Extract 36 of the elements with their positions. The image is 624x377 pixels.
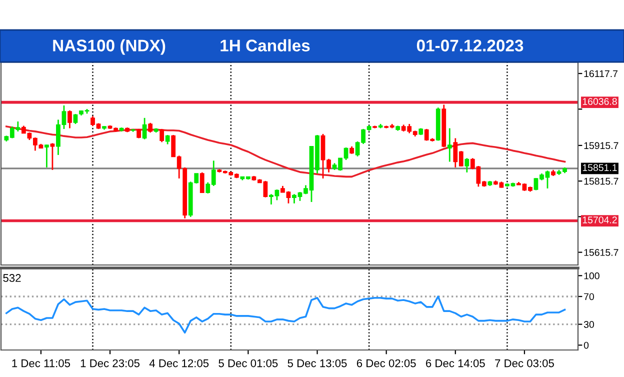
ref-line-label: 15851.1 (582, 164, 617, 172)
y-tick-label: 70 (584, 293, 594, 300)
candlestick (50, 142, 55, 171)
y-tick-label: 15615.7 (584, 249, 618, 256)
candlestick (73, 113, 78, 125)
line-series (6, 126, 566, 178)
candlestick (464, 157, 470, 174)
candlestick (160, 128, 164, 143)
ref-line-label: 16036.8 (582, 98, 617, 105)
y-tick-label: 0 (584, 342, 589, 349)
x-tick-label: 4 Dec 12:05 (149, 359, 209, 368)
candlestick (200, 172, 204, 194)
candlestick (447, 128, 452, 162)
candlestick (142, 117, 147, 140)
y-tick-label: 15915.7 (584, 142, 618, 150)
text: 01-07.12.2023 (416, 40, 524, 52)
candlestick (165, 134, 170, 145)
candlestick (68, 110, 72, 129)
candlestick (44, 144, 49, 168)
x-tick-label: 1 Dec 23:05 (80, 359, 140, 368)
x-tick-label: 5 Dec 01:05 (218, 359, 278, 368)
ref-line-label: 15704.2 (582, 216, 617, 224)
candlestick (148, 122, 153, 134)
chart-title: NAS100 (NDX) (53, 39, 166, 55)
line-series (6, 296, 566, 334)
x-tick-label: 5 Dec 13:05 (288, 359, 347, 368)
y-tick-label: 30 (584, 321, 594, 328)
y-tick-label: 15815.7 (584, 178, 618, 185)
x-tick-label: 1 Dec 11:05 (12, 359, 70, 368)
y-tick-label: 100 (584, 272, 600, 280)
chart-subtitle: 1H Candles (220, 39, 310, 52)
annotation: 532 (3, 274, 21, 282)
x-tick-label: 6 Dec 02:05 (356, 359, 416, 368)
x-tick-label: 6 Dec 14:05 (426, 359, 485, 368)
y-tick-label: 16117.7 (584, 70, 618, 78)
x-tick-label: 7 Dec 03:05 (495, 359, 554, 368)
